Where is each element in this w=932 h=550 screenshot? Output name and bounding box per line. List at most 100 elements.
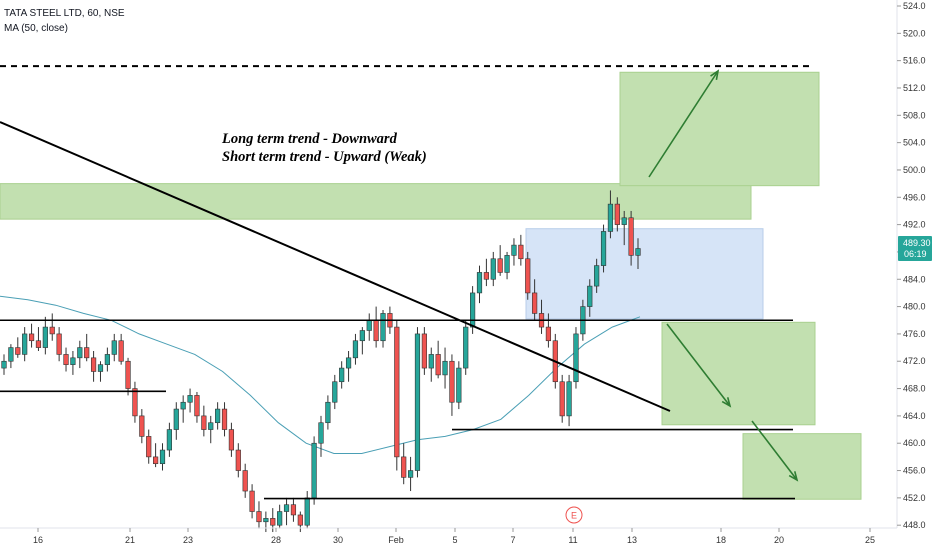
price-tick-label: 520.0: [903, 28, 926, 38]
price-tick-label: 524.0: [903, 1, 926, 11]
event-circle: [565, 506, 583, 524]
candle-body: [607, 203, 614, 232]
candle-body: [139, 415, 145, 437]
candle-body: [166, 429, 172, 451]
zone-blue-1[interactable]: [525, 228, 764, 320]
time-tick-label: 7: [510, 535, 515, 545]
candle-body: [463, 326, 469, 369]
price-tag-value: 489.30: [903, 238, 931, 248]
price-tick-label: 484.0: [903, 274, 926, 284]
time-tick-label: 23: [183, 535, 193, 545]
time-tick-label: 21: [125, 535, 135, 545]
candle-body: [270, 518, 276, 526]
price-tick-label: 516.0: [903, 56, 926, 66]
candle-body: [42, 326, 48, 348]
symbol-title[interactable]: TATA STEEL LTD, 60, NSE: [4, 8, 125, 19]
candle-body: [290, 504, 297, 516]
candle-body: [104, 354, 110, 365]
price-tick-label: 504.0: [903, 138, 926, 148]
event-label: E: [571, 511, 577, 521]
candle-body: [566, 381, 572, 417]
arrow-down-1-head: [721, 397, 732, 408]
candle-body: [97, 364, 104, 372]
zone-green-0[interactable]: [0, 183, 752, 220]
arrow-up[interactable]: [648, 70, 719, 178]
price-tick-label: 476.0: [903, 329, 926, 339]
ma-50-line[interactable]: [0, 295, 641, 454]
candle-body: [90, 357, 97, 372]
candle-body: [339, 367, 345, 383]
time-tick-label: 16: [33, 535, 43, 545]
time-tick-label: Feb: [388, 535, 404, 545]
price-tick-label: 496.0: [903, 192, 926, 202]
candle-body: [221, 408, 228, 430]
time-tick-label: 5: [452, 535, 457, 545]
candle-body: [407, 470, 414, 478]
candle-body: [470, 292, 476, 328]
price-tick-label: 460.0: [903, 438, 926, 448]
arrow-down-1[interactable]: [666, 323, 731, 407]
time-tick-label: 20: [774, 535, 784, 545]
arrow-down-2-head: [788, 471, 799, 482]
candle-body: [545, 326, 552, 342]
candle-body: [256, 511, 262, 523]
annotation-line-2: Short term trend - Upward (Weak): [222, 149, 427, 165]
indicator-label[interactable]: MA (50, close): [4, 23, 68, 34]
price-tag-countdown: 06:19: [904, 249, 927, 259]
price-tick-label: 452.0: [903, 493, 926, 503]
candle-body: [559, 381, 565, 417]
candle-body: [380, 313, 386, 342]
candle-body: [56, 333, 62, 355]
time-tick-label: 11: [568, 535, 577, 545]
candle-body: [132, 388, 138, 417]
arrow-up-head: [710, 69, 720, 81]
candle-body: [283, 504, 290, 512]
candle-body: [180, 401, 186, 410]
candle-body: [325, 401, 331, 424]
candle-body: [490, 258, 496, 280]
candle-body: [77, 347, 83, 359]
zone-green-2[interactable]: [619, 71, 820, 187]
candle-body: [318, 422, 324, 444]
candle-body: [277, 511, 283, 526]
candle-body: [587, 285, 593, 307]
candle-body: [449, 360, 455, 403]
price-tick-label: 492.0: [903, 220, 926, 230]
earnings-event-marker[interactable]: E: [565, 506, 583, 524]
candle-body: [242, 470, 248, 492]
candle-body: [366, 319, 372, 331]
candle-body: [159, 449, 166, 465]
price-tick-label: 464.0: [903, 411, 926, 421]
chart-legend: TATA STEEL LTD, 60, NSE MA (50, close): [4, 6, 125, 36]
candle-body: [532, 292, 538, 314]
candle-body: [442, 360, 448, 376]
trendline-down[interactable]: [0, 121, 671, 412]
zone-green-3[interactable]: [661, 321, 816, 426]
price-tick-label: 480.0: [903, 302, 926, 312]
candle-body: [187, 395, 193, 403]
price-tick-label: 508.0: [903, 110, 926, 120]
zone-green-4[interactable]: [742, 433, 862, 500]
candle-body: [35, 340, 42, 348]
candle-body: [332, 381, 338, 403]
price-tick-label: 500.0: [903, 165, 926, 175]
candle-body: [428, 354, 434, 369]
candle-body: [497, 258, 503, 273]
price-tick-label: 472.0: [903, 356, 926, 366]
candle-body: [594, 265, 600, 287]
arrow-down-2[interactable]: [751, 420, 798, 481]
candle-body: [311, 442, 317, 499]
candle-body: [125, 360, 131, 389]
candle-body: [394, 326, 400, 458]
candle-body: [435, 354, 441, 376]
candle-body: [215, 408, 221, 424]
candle-body: [173, 408, 179, 430]
candle-body: [70, 357, 76, 365]
candle-body: [8, 347, 14, 362]
candle-body: [573, 333, 579, 383]
trend-annotation[interactable]: Long term trend - Downward Short term tr…: [222, 130, 427, 166]
price-tag-bg: [898, 236, 932, 262]
